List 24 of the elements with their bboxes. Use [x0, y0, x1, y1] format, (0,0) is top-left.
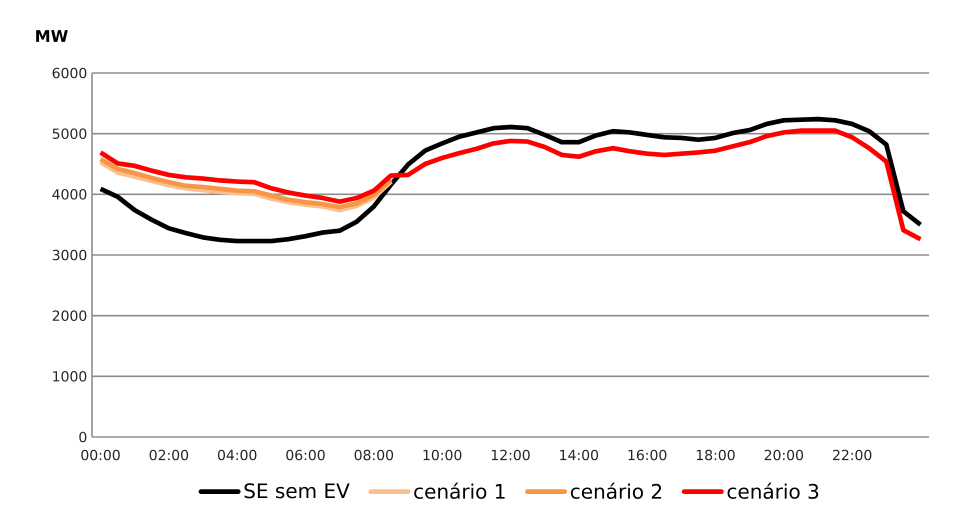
- y-axis-title: MW: [36, 30, 68, 42]
- y-tick-label: 4000: [52, 189, 86, 200]
- legend-label: cenário 1: [414, 482, 505, 499]
- y-tick-label: 2000: [52, 310, 86, 321]
- legend-label: cenário 3: [728, 482, 818, 499]
- x-tick-label: 18:00: [696, 450, 735, 460]
- legend-label: cenário 2: [570, 482, 662, 499]
- x-tick-label: 14:00: [560, 450, 598, 460]
- x-tick-label: 06:00: [286, 450, 325, 460]
- y-tick-label: 1000: [53, 371, 86, 382]
- x-tick-label: 20:00: [764, 450, 804, 460]
- x-tick-label: 00:00: [81, 450, 120, 460]
- legend-label: SE sem EV: [244, 483, 350, 498]
- x-tick-label: 16:00: [628, 450, 666, 460]
- y-tick-label: 5000: [52, 128, 86, 139]
- x-tick-label: 22:00: [832, 450, 872, 460]
- x-tick-label: 08:00: [354, 450, 394, 460]
- x-tick-label: 10:00: [424, 450, 462, 460]
- x-tick-label: 12:00: [492, 450, 530, 460]
- y-tick-label: 0: [79, 432, 86, 442]
- y-tick-label: 6000: [52, 68, 86, 78]
- x-tick-label: 02:00: [150, 450, 188, 460]
- y-tick-label: 3000: [52, 250, 86, 260]
- x-tick-label: 04:00: [218, 450, 256, 460]
